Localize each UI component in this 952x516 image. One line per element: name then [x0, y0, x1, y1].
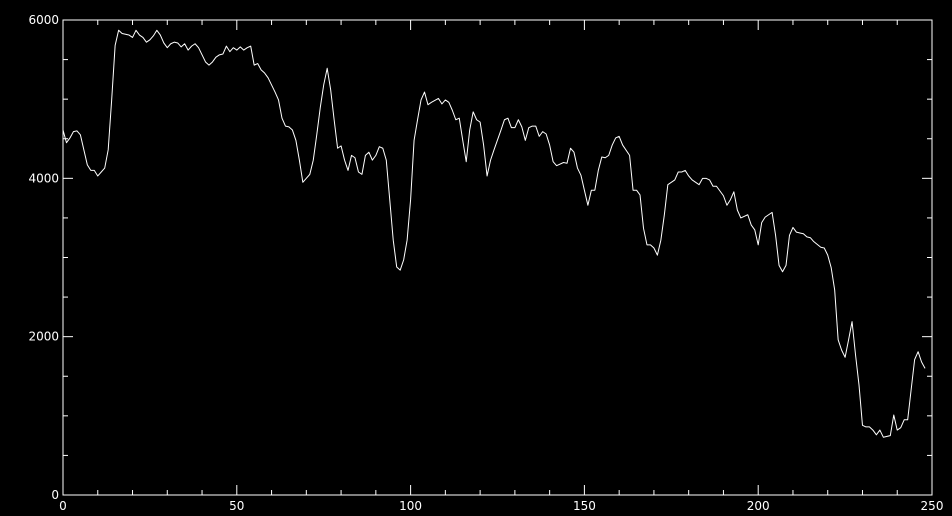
x-tick-label: 50: [229, 499, 244, 513]
x-tick-label: 200: [747, 499, 770, 513]
x-tick-label: 0: [59, 499, 67, 513]
data-line: [62, 29, 926, 438]
x-tick-label: 250: [921, 499, 944, 513]
plot-frame: [62, 19, 933, 496]
y-tick-label: 2000: [28, 330, 59, 344]
x-tick-label: 100: [399, 499, 422, 513]
y-tick-label: 6000: [28, 13, 59, 27]
y-tick-label: 4000: [28, 171, 59, 185]
y-tick-label: 0: [51, 488, 59, 502]
x-tick-label: 150: [573, 499, 596, 513]
